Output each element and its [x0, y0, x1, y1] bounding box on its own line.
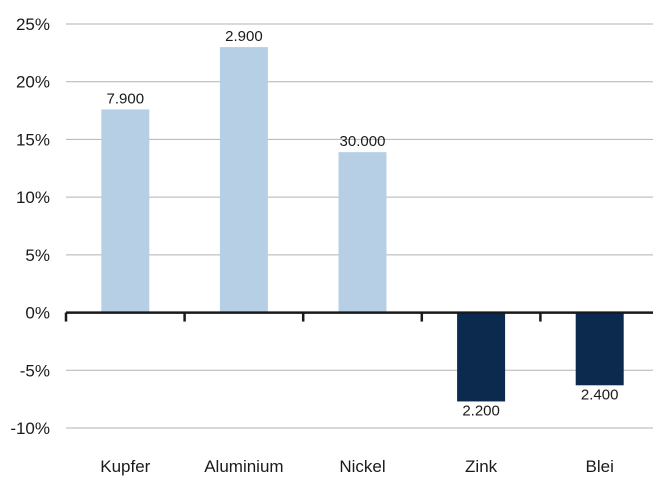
- y-axis-tick-labels: 25% 20% 15% 10% 5% 0% -5% -10%: [10, 15, 50, 438]
- bar: [457, 312, 506, 402]
- data-label: 2.400: [581, 386, 619, 403]
- bar: [575, 312, 624, 386]
- zero-axis: [64, 311, 653, 322]
- bar: [101, 109, 150, 313]
- y-tick-label: 20%: [16, 73, 50, 92]
- x-category-label: Blei: [586, 457, 614, 476]
- y-tick-label: 0%: [25, 304, 50, 323]
- y-tick-label: -10%: [10, 419, 50, 438]
- y-tick-label: -5%: [20, 361, 50, 380]
- y-tick-label: 25%: [16, 15, 50, 34]
- bar: [338, 152, 387, 313]
- x-category-label: Aluminium: [204, 457, 283, 476]
- bars: [101, 47, 624, 402]
- y-tick-label: 15%: [16, 130, 50, 149]
- data-label: 30.000: [340, 133, 386, 150]
- x-axis-category-labels: Kupfer Aluminium Nickel Zink Blei: [100, 457, 614, 476]
- x-category-label: Zink: [465, 457, 498, 476]
- x-category-label: Kupfer: [100, 457, 150, 476]
- y-tick-label: 10%: [16, 188, 50, 207]
- x-category-label: Nickel: [339, 457, 385, 476]
- data-label: 7.900: [107, 90, 145, 107]
- y-tick-label: 5%: [25, 246, 50, 265]
- data-labels: 7.900 2.900 30.000 2.200 2.400: [107, 28, 619, 419]
- bar: [219, 47, 268, 313]
- data-label: 2.900: [225, 28, 263, 45]
- data-label: 2.200: [462, 402, 500, 419]
